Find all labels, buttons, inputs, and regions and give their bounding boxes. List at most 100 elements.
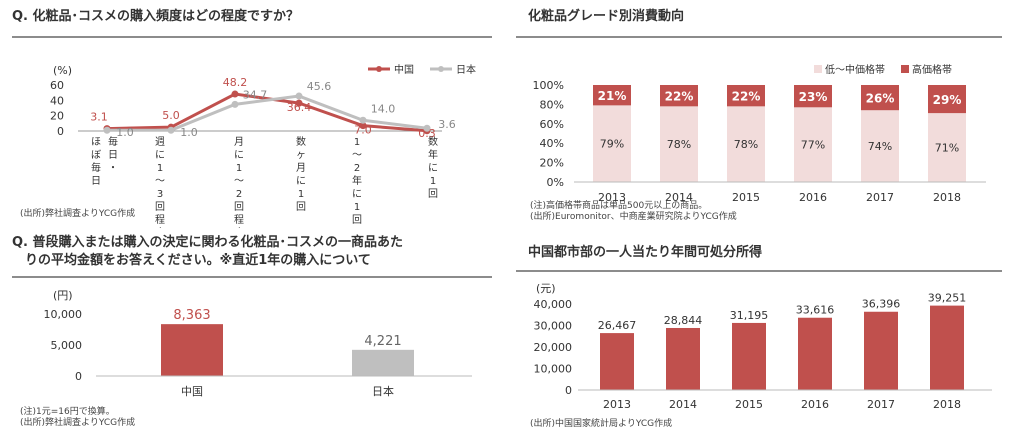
data-label: 31,195 [730,309,769,322]
y-tick-label: 20,000 [534,341,573,354]
category-label-char: ～ [234,176,244,187]
data-label: 5.0 [162,109,180,122]
data-label: 3.1 [90,111,108,124]
income-bar [666,327,700,390]
data-point [231,100,239,108]
income-bar [864,311,898,390]
category-label-char: ～ [352,150,362,161]
income-bar-chart: (元) 40,000 30,000 20,000 10,000 0 26,467 2013 28… [534,282,992,411]
legend-swatch [901,65,909,73]
y-axis-unit: (元) [536,282,556,295]
data-label: 14.0 [371,102,396,115]
x-tick-label: 2016 [799,191,827,204]
y-tick-label: 30,000 [534,320,573,333]
x-tick-label: 2013 [598,191,626,204]
y-tick-label: 0% [547,176,564,189]
legend-marker [438,66,444,72]
category-label-char: 1 [354,202,360,213]
data-point [231,90,239,98]
x-tick-label: 2018 [933,191,961,204]
category-label-char: 月 [296,162,306,174]
data-label: 45.6 [307,80,332,93]
data-label-low: 71% [935,142,959,155]
bar-high-price [727,85,765,107]
data-label: 8,363 [173,308,210,323]
grade-stacked-bar-chart: 100% 80% 60% 40% 20% 0% 79% 21% 2013 78% 22% 2014 78… [533,63,986,204]
y-tick-label: 0 [75,370,82,383]
data-point [295,99,303,107]
category-label-char: 1 [430,176,436,187]
grade-title: 化粧品グレード別消費動向 [528,9,685,24]
x-tick-label: 2017 [866,191,894,204]
x-tick-label: 日本 [372,384,394,398]
bar-high-price [861,85,899,111]
y-tick-label: 20% [540,157,564,170]
data-label: 1.0 [180,126,198,139]
data-label-high: 29% [933,93,962,107]
grade-note-1: (注)高価格帯商品は単品500元以上の商品。 [530,201,708,211]
category-label-char: 度 [155,226,165,228]
category-label-char: ぼ [91,149,101,161]
price-note-1: (注)1元=16円で換算。 [20,407,115,417]
series-line-china [106,92,428,133]
income-panel: 中国都市部の一人当たり年間可処分所得 (元) 40,000 30,000 20,000… [516,244,1002,434]
data-label-low: 79% [600,138,624,151]
category-label-char: 数 [296,135,306,148]
category-label-char: 年 [352,174,362,187]
category-label-char: ほ [91,136,101,148]
legend-label: 高価格帯 [912,63,952,76]
income-bar [798,317,832,390]
bar-high-price [928,85,966,114]
data-label: 1.0 [116,126,134,139]
data-label-low: 78% [734,138,758,151]
category-label-char: 回 [155,201,165,213]
price-bar [352,349,414,376]
title-divider [516,270,1002,272]
category-label-char: 程 [234,214,244,226]
category-label-char: 月 [234,136,244,148]
data-label: 28,844 [664,314,703,327]
frequency-title: Q. 化粧品･コスメの購入頻度はどの程度ですか？ [12,9,300,24]
y-tick-label: 0 [565,384,572,397]
category-label-char: 2 [354,163,360,174]
data-label: 48.2 [223,76,248,89]
data-point [295,92,303,100]
category-label-char: 回 [234,201,244,213]
data-label-high: 23% [799,90,828,104]
income-bar [930,305,964,390]
data-label: 7.0 [354,124,372,137]
data-label-high: 26% [866,92,895,106]
data-label-low: 74% [868,140,892,153]
category-label-char: ～ [155,176,165,187]
category-label-char: 週 [155,136,165,148]
category-label-char: 毎 [108,135,118,148]
data-label: 0.3 [418,127,436,140]
category-label-char: に [155,149,165,161]
price-title-line-1: Q. 普段購入または購入の決定に関わる化粧品･コスメの一商品あた [12,235,404,250]
y-tick-label: 80% [540,98,564,111]
legend-marker [376,66,382,72]
price-bar-chart: (円) 10,000 5,000 0 8,363 中国 4,221 日本 [44,289,472,398]
category-label-char: 回 [428,188,438,200]
category-label-char: に [428,162,438,174]
bar-high-price [593,85,631,106]
y-axis-unit: (円) [53,289,73,302]
data-label: 36.4 [287,101,312,114]
legend-label: 低～中価格帯 [825,63,885,76]
price-note-2: (出所)弊社調査よりYCG作成 [20,418,136,428]
category-label-char: 3 [157,189,163,200]
data-label-low: 77% [801,139,825,152]
data-label: 3.6 [438,118,456,131]
y-tick-label: 0 [57,125,64,138]
frequency-panel: Q. 化粧品･コスメの購入頻度はどの程度ですか？ (%) 60 40 20 0 3.1 5.… [12,8,492,228]
category-label-char: 1 [236,163,242,174]
bar-low-mid-price [794,107,832,182]
data-point [359,122,367,130]
bar-low-mid-price [593,105,631,182]
y-tick-label: 10,000 [44,308,83,321]
series-line-japan [107,94,428,132]
data-point [359,116,367,124]
data-label-high: 22% [665,90,694,104]
data-label: 4,221 [364,334,401,349]
frequency-line-chart: (%) 60 40 20 0 3.1 5.0 48.2 36.4 7.0 0.3 1.0 1.0 34.7… [50,63,476,228]
